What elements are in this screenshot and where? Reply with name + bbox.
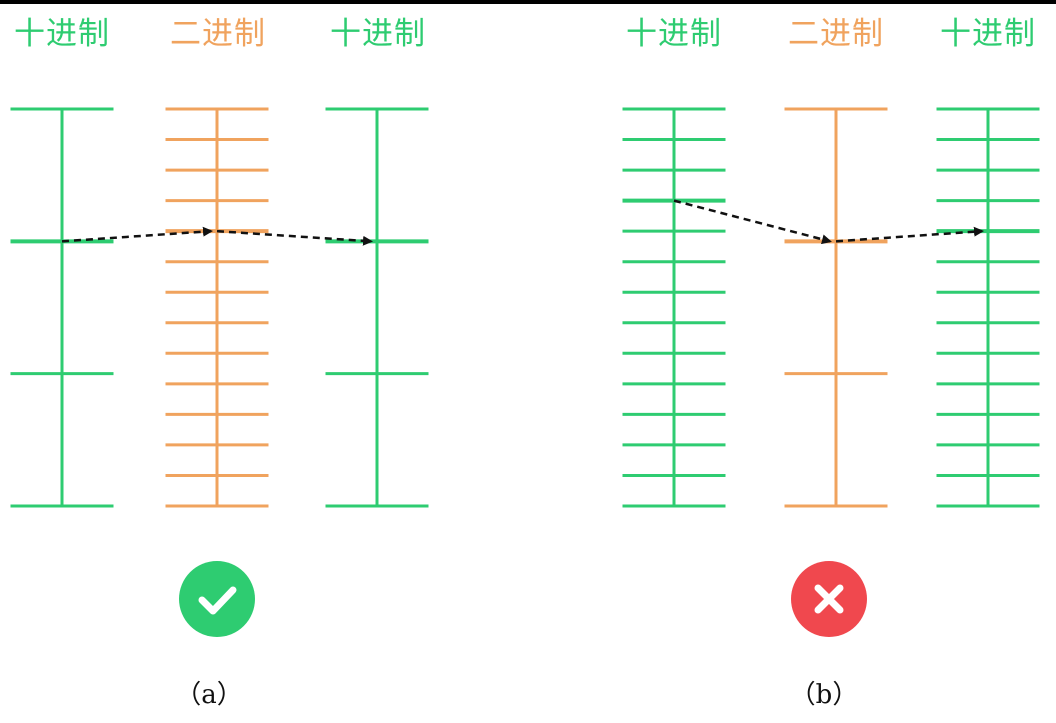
panel-a-col1-label: 十进制 (14, 16, 110, 52)
panel-a-caption: （a） (175, 680, 243, 710)
panel-b-arrow-1 (673, 199, 832, 245)
scales-group (10, 107, 1040, 508)
badges-group (179, 561, 867, 637)
check-icon (179, 561, 255, 637)
panel-a-scale-3 (325, 107, 429, 508)
panel-a-col3-label: 十进制 (330, 16, 426, 52)
panel-b-col3-label: 十进制 (940, 16, 1036, 52)
panel-b-scale-3 (936, 107, 1040, 508)
top-border (0, 0, 1056, 4)
panel-a-arrow-1 (61, 226, 213, 243)
panel-b-col1-label: 十进制 (626, 16, 722, 52)
cross-icon (791, 561, 867, 637)
panel-a-scale-2 (165, 107, 269, 508)
arrows-group (61, 199, 984, 246)
panel-b-col2-label: 二进制 (788, 16, 884, 52)
panel-a-arrow-2 (216, 229, 373, 246)
panel-b-arrow-2 (835, 226, 984, 243)
panel-b-caption: （b） (789, 680, 859, 710)
panel-b-scale-2 (784, 107, 888, 508)
panel-a-scale-1 (10, 107, 114, 508)
panel-b-scale-1 (622, 107, 726, 508)
panel-a-col2-label: 二进制 (170, 16, 266, 52)
